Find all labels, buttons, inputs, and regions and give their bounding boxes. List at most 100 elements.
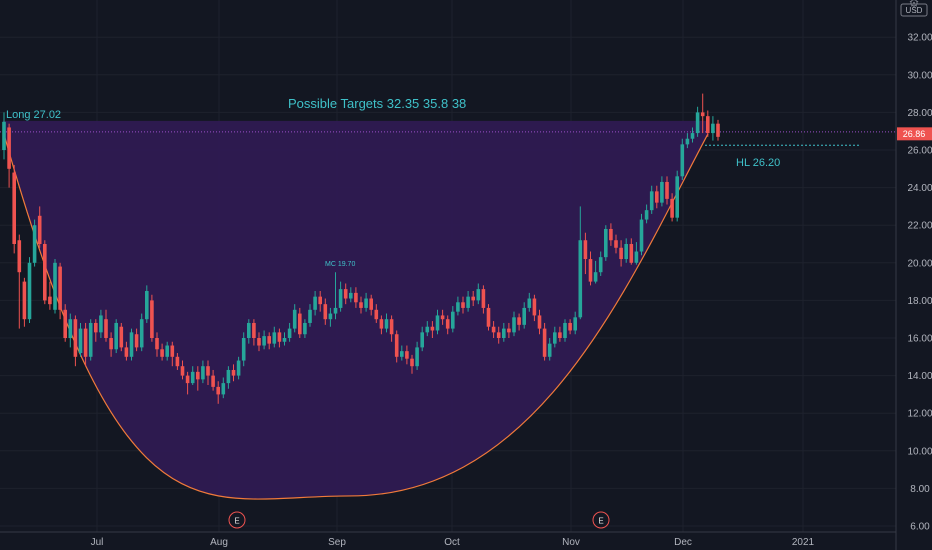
candle-body [456, 302, 460, 312]
candle [425, 321, 430, 337]
candle [430, 321, 435, 338]
candle [139, 313, 144, 352]
candle [2, 112, 6, 160]
candle [303, 319, 307, 338]
candle-body [32, 225, 37, 263]
x-tick-label: Oct [444, 537, 460, 548]
candle-body [343, 289, 348, 299]
candle [236, 356, 241, 380]
candle-body [639, 219, 644, 252]
candle [379, 315, 384, 335]
candle-body [272, 332, 277, 344]
axis-settings[interactable]: ⚙ USD [900, 0, 928, 17]
candle-body [211, 375, 215, 387]
y-tick-label: 22.00 [907, 221, 932, 232]
candle-body [88, 322, 93, 357]
candle [502, 322, 506, 342]
currency-badge[interactable] [900, 3, 928, 17]
candle [201, 360, 205, 384]
y-tick-label: 8.00 [910, 484, 930, 495]
candle [588, 251, 593, 286]
candle [129, 328, 134, 361]
candle-body [318, 296, 322, 305]
candle [486, 304, 491, 331]
candle-body [400, 351, 404, 357]
y-tick-label: 28.00 [907, 108, 932, 119]
candle-body [12, 172, 16, 244]
candle-body [558, 332, 562, 338]
earnings-marker-nov[interactable]: E [592, 511, 610, 529]
candle [298, 307, 302, 338]
candle-body [604, 228, 608, 258]
candle-body [165, 345, 169, 357]
candle [88, 319, 93, 361]
candle-body [675, 176, 679, 218]
candle [649, 185, 654, 214]
candle-body [665, 181, 669, 199]
x-tick-label: Aug [210, 537, 228, 548]
candle-body [160, 349, 164, 357]
candle [196, 366, 200, 391]
candle [507, 322, 511, 338]
candle-body [435, 315, 440, 331]
x-axis[interactable]: Jul Aug Sep Oct Nov Dec 2021 [0, 531, 896, 548]
candle-body [405, 351, 409, 359]
y-tick-label: 12.00 [907, 409, 932, 420]
candle [675, 170, 679, 222]
candle [405, 345, 409, 365]
candle [573, 311, 577, 335]
candle-body [298, 313, 302, 335]
candle [517, 313, 521, 331]
gear-icon[interactable]: ⚙ [909, 0, 920, 10]
candle [175, 353, 180, 370]
candle-body [43, 244, 47, 301]
candle-body [303, 322, 307, 335]
candle [221, 377, 226, 399]
candle [700, 93, 705, 134]
candle-body [252, 322, 256, 338]
candle-body [150, 300, 154, 338]
y-tick-label: 6.00 [910, 522, 930, 533]
candle-body [655, 191, 659, 203]
candle [185, 371, 190, 395]
earnings-marker-label: E [598, 517, 603, 526]
candle-body [333, 307, 338, 314]
earnings-marker-aug[interactable]: E [228, 511, 246, 529]
y-axis[interactable]: 6.00 8.00 10.00 12.00 14.00 16.00 18.00 20.00 22… [895, 0, 932, 550]
candle-body [369, 298, 373, 310]
candle [619, 240, 623, 267]
candle [124, 341, 129, 361]
candle-body [512, 317, 516, 333]
candle [690, 127, 695, 143]
candle-body [216, 386, 220, 395]
x-tick-label: Nov [562, 537, 580, 548]
candle [481, 285, 486, 314]
candle [94, 319, 98, 342]
candle-body [680, 144, 685, 177]
candle [63, 304, 67, 342]
candle-body [649, 191, 654, 211]
candle-body [415, 347, 419, 367]
candle-body [690, 133, 695, 139]
candle [553, 326, 557, 348]
y-tick-label: 26.00 [907, 146, 932, 157]
candle [73, 315, 78, 367]
candle-body [379, 319, 384, 329]
candle-body [221, 383, 226, 395]
candle-body [231, 369, 236, 376]
candle-body [185, 375, 190, 384]
y-tick-label: 10.00 [907, 446, 932, 457]
y-tick-label: 14.00 [907, 371, 932, 382]
candle [634, 242, 639, 265]
candle [206, 360, 210, 385]
candle [150, 294, 154, 342]
candle-body [94, 322, 98, 333]
candle-body [175, 356, 180, 367]
candle-body [644, 210, 649, 220]
candle-body [22, 281, 27, 320]
candle [313, 291, 317, 316]
candle [547, 338, 552, 361]
candle [496, 326, 501, 344]
candle-body [287, 328, 292, 338]
